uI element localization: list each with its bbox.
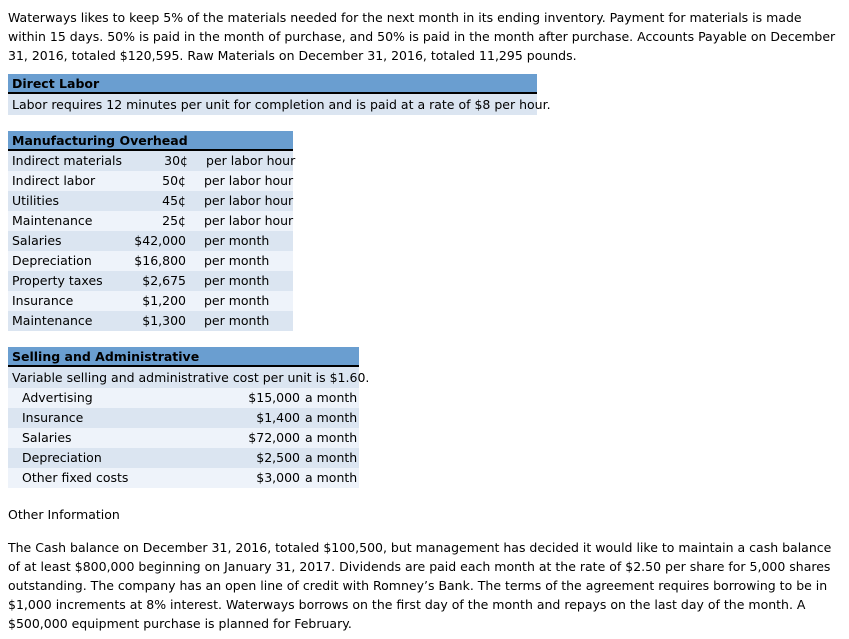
overhead-row: Utilities 45¢ per labor hour	[8, 191, 293, 211]
overhead-item-unit: per month	[204, 273, 270, 288]
overhead-item-label: Maintenance	[12, 213, 93, 228]
selling-admin-header: Selling and Administrative	[8, 347, 359, 367]
overhead-row: Property taxes $2,675 per month	[8, 271, 293, 291]
selling-admin-item-value: $2,500	[256, 450, 300, 465]
selling-admin-variable-cost-note: Variable selling and administrative cost…	[8, 367, 369, 388]
selling-admin-item-unit: a month	[305, 470, 358, 485]
overhead-item-unit: per labor hour	[204, 213, 294, 228]
overhead-item-unit: per labor hour	[204, 173, 294, 188]
selling-admin-item-value: $72,000	[248, 430, 300, 445]
selling-admin-item-unit: a month	[305, 430, 358, 445]
manufacturing-overhead-rows: Indirect materials 30¢ per labor hour In…	[8, 151, 296, 331]
overhead-item-label: Insurance	[12, 293, 74, 308]
other-information-heading: Other Information	[8, 507, 120, 522]
overhead-item-unit: per month	[204, 293, 270, 308]
selling-admin-item-value: $15,000	[248, 390, 300, 405]
overhead-item-value: $42,000	[134, 233, 186, 248]
overhead-item-unit: per month	[204, 253, 270, 268]
overhead-item-label: Maintenance	[12, 313, 93, 328]
overhead-item-value: $1,200	[142, 293, 186, 308]
overhead-item-value: $2,675	[142, 273, 186, 288]
overhead-item-value: 45¢	[162, 193, 186, 208]
overhead-row: Maintenance 25¢ per labor hour	[8, 211, 293, 231]
direct-labor-header: Direct Labor	[8, 74, 537, 94]
selling-admin-item-label: Insurance	[22, 410, 84, 425]
selling-admin-item-value: $1,400	[256, 410, 300, 425]
overhead-row: Salaries $42,000 per month	[8, 231, 293, 251]
overhead-item-label: Depreciation	[12, 253, 92, 268]
selling-admin-section: Selling and Administrative Variable sell…	[8, 347, 369, 488]
overhead-item-value: 50¢	[162, 173, 186, 188]
overhead-item-value: 25¢	[162, 213, 186, 228]
selling-admin-item-label: Advertising	[22, 390, 93, 405]
selling-admin-row: Salaries $72,000 a month	[8, 428, 359, 448]
overhead-item-unit: per labor hour	[206, 153, 296, 168]
selling-admin-row: Insurance $1,400 a month	[8, 408, 359, 428]
overhead-item-label: Utilities	[12, 193, 60, 208]
materials-intro-paragraph: Waterways likes to keep 5% of the materi…	[8, 10, 836, 63]
overhead-item-value: 30¢	[164, 153, 189, 168]
manufacturing-overhead-section: Manufacturing Overhead Indirect material…	[8, 131, 296, 331]
overhead-row: Indirect materials 30¢ per labor hour	[8, 151, 296, 171]
overhead-item-value: $16,800	[134, 253, 186, 268]
overhead-row: Depreciation $16,800 per month	[8, 251, 293, 271]
manufacturing-overhead-header: Manufacturing Overhead	[8, 131, 293, 151]
selling-admin-row: Other fixed costs $3,000 a month	[8, 468, 359, 488]
overhead-item-label: Salaries	[12, 233, 62, 248]
overhead-item-label: Indirect materials	[12, 153, 123, 168]
direct-labor-note: Labor requires 12 minutes per unit for c…	[8, 94, 551, 115]
cash-and-financing-paragraph: The Cash balance on December 31, 2016, t…	[8, 540, 832, 631]
overhead-item-label: Indirect labor	[12, 173, 96, 188]
selling-admin-item-label: Salaries	[22, 430, 72, 445]
selling-admin-rows: Advertising $15,000 a month Insurance $1…	[8, 388, 359, 488]
selling-admin-item-label: Depreciation	[22, 450, 102, 465]
overhead-item-unit: per month	[204, 233, 270, 248]
selling-admin-item-label: Other fixed costs	[22, 470, 129, 485]
overhead-row: Maintenance $1,300 per month	[8, 311, 293, 331]
selling-admin-item-value: $3,000	[256, 470, 300, 485]
overhead-item-unit: per month	[204, 313, 270, 328]
selling-admin-item-unit: a month	[305, 410, 358, 425]
overhead-row: Insurance $1,200 per month	[8, 291, 293, 311]
overhead-item-label: Property taxes	[12, 273, 103, 288]
selling-admin-item-unit: a month	[305, 390, 358, 405]
overhead-item-value: $1,300	[142, 313, 186, 328]
direct-labor-section: Direct Labor Labor requires 12 minutes p…	[8, 74, 551, 115]
selling-admin-row: Depreciation $2,500 a month	[8, 448, 359, 468]
selling-admin-item-unit: a month	[305, 450, 358, 465]
overhead-row: Indirect labor 50¢ per labor hour	[8, 171, 293, 191]
selling-admin-row: Advertising $15,000 a month	[8, 388, 359, 408]
overhead-item-unit: per labor hour	[204, 193, 294, 208]
